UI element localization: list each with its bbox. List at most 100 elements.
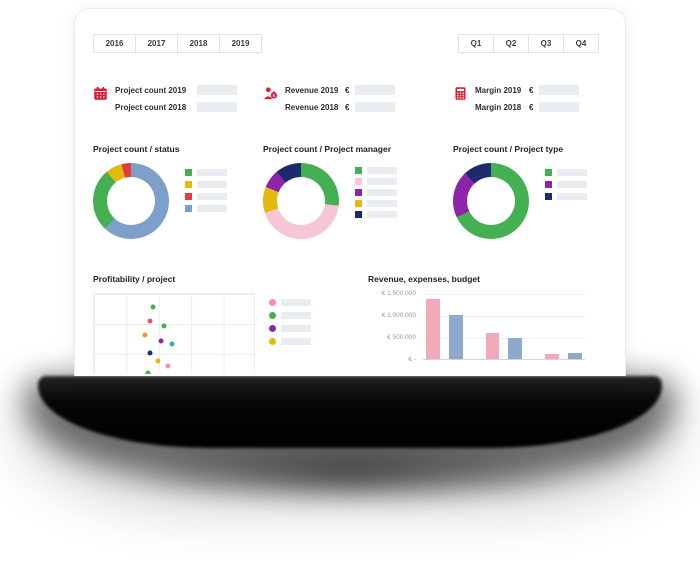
- kpi-label-margin-2019: Margin 2019: [475, 85, 522, 95]
- calendar-icon: [93, 86, 108, 101]
- legend-label-placeholder: [557, 193, 587, 200]
- tab-q2[interactable]: Q2: [493, 34, 529, 53]
- kpi-label-margin-2018: Margin 2018: [475, 102, 522, 112]
- legend-swatch: [355, 178, 362, 185]
- y-axis-tick: € 1.500.000: [381, 290, 416, 297]
- scatter-point: [150, 304, 156, 310]
- legend-swatch: [185, 181, 192, 188]
- legend-item: [355, 167, 397, 174]
- kpi-margin: Margin 2019 € Margin 2018 €: [453, 84, 603, 118]
- donut-hole: [467, 177, 515, 225]
- legend-item: [269, 338, 311, 345]
- legend-item: [355, 211, 397, 218]
- legend-item: [185, 193, 227, 200]
- chart-title: Profitability / project: [93, 274, 176, 284]
- scatter-point: [161, 323, 167, 328]
- chart-profitability-project: Profitability / project: [93, 274, 368, 374]
- bar-expenses: [508, 337, 523, 359]
- tab-year-2018[interactable]: 2018: [177, 34, 220, 53]
- y-axis-tick: € -: [408, 356, 416, 363]
- legend-label-placeholder: [197, 169, 227, 176]
- legend-label-placeholder: [367, 211, 397, 218]
- currency-symbol: €: [529, 102, 534, 112]
- donut-chart-type: [453, 163, 529, 239]
- scatter-point: [155, 358, 161, 364]
- legend-label-placeholder: [367, 200, 397, 207]
- legend-label-placeholder: [197, 205, 227, 212]
- year-tabs: 2016 2017 2018 2019: [93, 34, 262, 53]
- legend-swatch: [355, 200, 362, 207]
- laptop-base: [38, 376, 662, 448]
- tab-q4[interactable]: Q4: [563, 34, 599, 53]
- legend-label-placeholder: [557, 181, 587, 188]
- currency-symbol: €: [529, 85, 534, 95]
- donut-charts-row: Project count / status: [93, 144, 605, 239]
- legend-item: [355, 200, 397, 207]
- chart-title: Revenue, expenses, budget: [368, 274, 480, 284]
- chart-title: Project count / status: [93, 144, 180, 154]
- legend-label-placeholder: [281, 338, 311, 345]
- scatter-point: [145, 370, 151, 374]
- scatter-point: [165, 363, 171, 369]
- legend-item: [269, 299, 311, 306]
- tab-year-2017[interactable]: 2017: [135, 34, 178, 53]
- bar-plot-area: [423, 294, 585, 360]
- currency-symbol: €: [345, 102, 350, 112]
- legend-swatch: [545, 169, 552, 176]
- chart-legend: [545, 163, 587, 239]
- tab-year-2016[interactable]: 2016: [93, 34, 136, 53]
- kpi-value-placeholder: [197, 85, 237, 95]
- legend-swatch: [185, 205, 192, 212]
- legend-item: [185, 181, 227, 188]
- legend-item: [185, 169, 227, 176]
- kpi-value-placeholder: [197, 102, 237, 112]
- kpi-label-revenue-2018: Revenue 2018: [285, 102, 339, 112]
- calculator-icon: [453, 86, 468, 101]
- chart-legend: [355, 163, 397, 239]
- donut-hole: [107, 177, 155, 225]
- kpi-label-revenue-2019: Revenue 2019: [285, 85, 339, 95]
- kpi-label-project-count-2019: Project count 2019: [115, 85, 187, 95]
- laptop-screen-bezel: 2016 2017 2018 2019 Q1 Q2 Q3 Q4: [74, 8, 626, 376]
- legend-swatch: [355, 167, 362, 174]
- bottom-charts-row: Profitability / project: [93, 274, 605, 374]
- tab-q1[interactable]: Q1: [458, 34, 494, 53]
- legend-swatch: [185, 169, 192, 176]
- dashboard-screen: 2016 2017 2018 2019 Q1 Q2 Q3 Q4: [86, 22, 614, 374]
- legend-swatch: [355, 189, 362, 196]
- legend-item: [545, 193, 587, 200]
- legend-item: [185, 205, 227, 212]
- chart-title: Project count / Project manager: [263, 144, 392, 154]
- legend-swatch: [269, 325, 276, 332]
- scatter-point: [142, 332, 148, 338]
- legend-label-placeholder: [281, 299, 311, 306]
- kpi-value-placeholder: [355, 102, 396, 112]
- legend-label-placeholder: [281, 312, 311, 319]
- legend-label-placeholder: [197, 181, 227, 188]
- legend-item: [545, 169, 587, 176]
- legend-swatch: [545, 193, 552, 200]
- legend-item: [355, 189, 397, 196]
- legend-item: [545, 181, 587, 188]
- donut-hole: [277, 177, 325, 225]
- filter-bar: 2016 2017 2018 2019 Q1 Q2 Q3 Q4: [93, 34, 599, 53]
- bar-expenses: [448, 315, 463, 359]
- bar-revenue: [426, 298, 440, 359]
- legend-swatch: [545, 181, 552, 188]
- legend-swatch: [185, 193, 192, 200]
- chart-revenue-expenses-budget: Revenue, expenses, budget € 1.500.000 € …: [368, 274, 605, 374]
- chart-title: Project count / Project type: [453, 144, 564, 154]
- legend-item: [269, 312, 311, 319]
- tab-year-2019[interactable]: 2019: [219, 34, 262, 53]
- legend-swatch: [269, 338, 276, 345]
- legend-item: [355, 178, 397, 185]
- legend-swatch: [269, 312, 276, 319]
- kpi-revenue: € Revenue 2019 € Revenue 2018 €: [263, 84, 453, 118]
- kpi-label-project-count-2018: Project count 2018: [115, 102, 187, 112]
- y-axis: € 1.500.000 € 1.000.000 € 500.000 € -: [368, 290, 416, 363]
- kpi-row: Project count 2019 Project count 2018: [93, 84, 605, 118]
- legend-label-placeholder: [367, 178, 397, 185]
- tab-q3[interactable]: Q3: [528, 34, 564, 53]
- scatter-point: [147, 318, 153, 324]
